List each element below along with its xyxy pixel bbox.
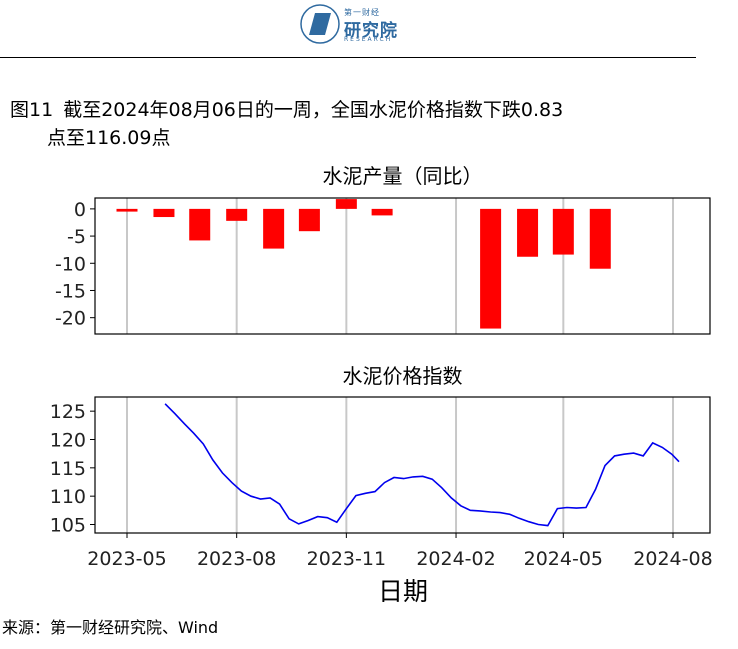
logo-brand-text: 第一财经 [344,8,380,17]
production-bar [480,208,502,329]
production-y-tick-label: -20 [55,308,86,330]
production-y-tick-label: -10 [55,253,86,275]
x-axis-tick-label: 2023-05 [87,548,166,570]
production-bar [371,208,393,216]
production-y-tick-label: -15 [55,280,86,302]
x-axis-tick-label: 2024-02 [416,548,495,570]
production-bar [335,199,357,209]
production-panel-title: 水泥产量（同比） [323,164,483,188]
price-y-tick-label: 105 [50,515,86,537]
figure-caption: 图11 截至2024年08月06日的一周，全国水泥价格指数下跌0.83 点至116… [10,96,700,152]
price-panel-frame [94,396,711,534]
production-bar [589,208,611,269]
source-note: 来源：第一财经研究院、Wind [2,618,219,637]
production-bar [263,208,285,249]
figure-number: 图11 [10,99,54,121]
production-bar [226,208,248,221]
header-divider [0,57,696,58]
production-y-tick-label: -5 [67,226,86,248]
production-bar [153,208,175,218]
price-y-tick-label: 125 [50,401,86,423]
production-panel-frame [94,197,711,335]
production-bar [189,208,211,241]
production-bar [517,208,539,257]
figure-title-line2: 点至116.09点 [47,127,171,149]
price-y-tick-label: 120 [50,430,86,452]
price-series-line [164,403,680,527]
logo-main-text: 研究院 [344,21,398,41]
figure-title-line1: 截至2024年08月06日的一周，全国水泥价格指数下跌0.83 [63,99,564,121]
logo-emblem-icon [300,4,340,44]
x-axis-title: 日期 [378,577,428,606]
production-y-tick-label: 0 [74,199,86,221]
production-bar [552,208,574,255]
x-axis-tick-label: 2023-08 [197,548,276,570]
price-y-tick-label: 115 [50,458,86,480]
x-axis-tick-label: 2024-05 [524,548,603,570]
x-axis-tick-label: 2024-08 [633,548,712,570]
research-logo: 第一财经 研究院 RESEARCH [300,4,410,46]
x-axis-tick-label: 2023-11 [307,548,386,570]
price-panel-title: 水泥价格指数 [343,364,463,388]
production-bar [116,208,138,212]
production-bar [298,208,320,232]
logo-sub-text: RESEARCH [344,36,393,43]
price-y-tick-label: 110 [50,486,86,508]
